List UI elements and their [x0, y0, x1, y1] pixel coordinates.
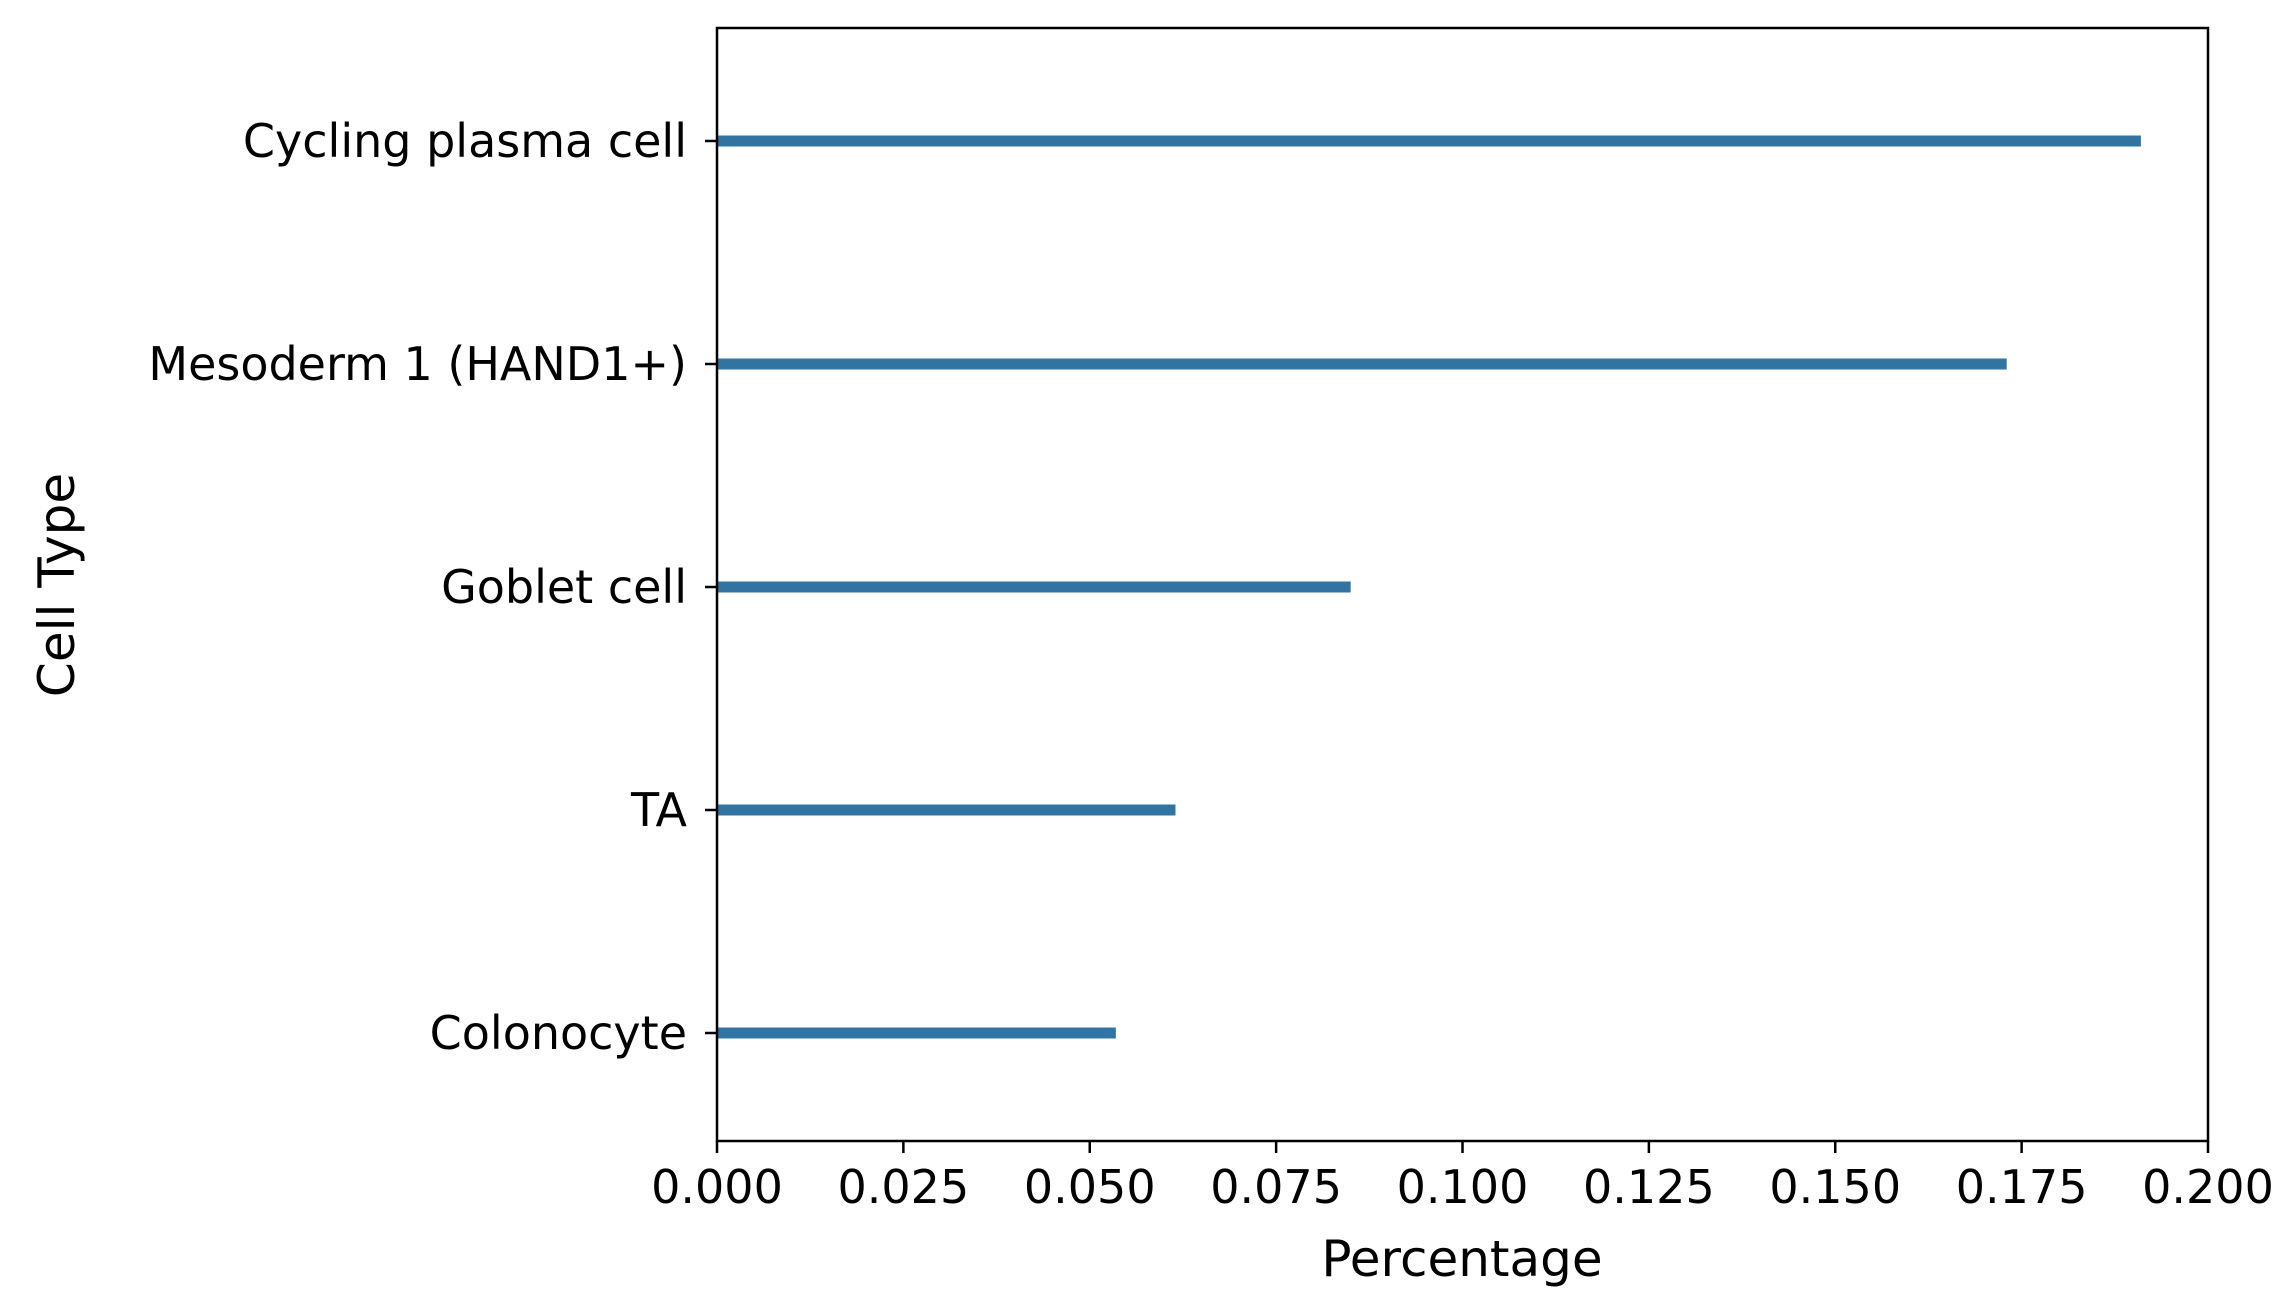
- x-tick-label: 0.075: [1210, 1160, 1342, 1214]
- y-tick-label: TA: [630, 783, 688, 837]
- bar: [717, 135, 2141, 147]
- y-ticks-layer: Cycling plasma cell Mesoderm 1 (HAND1+) Go…: [148, 114, 717, 1060]
- y-axis-title: Cell Type: [28, 473, 86, 697]
- bar: [717, 804, 1176, 816]
- x-tick-label: 0.000: [651, 1160, 783, 1214]
- plot-frame: [715, 26, 2210, 1143]
- y-tick-label: Colonocyte: [430, 1006, 687, 1060]
- x-tick-label: 0.175: [1956, 1160, 2088, 1214]
- x-tick-label: 0.150: [1769, 1160, 1901, 1214]
- x-tick-label: 0.025: [838, 1160, 970, 1214]
- bar: [717, 1027, 1116, 1039]
- x-tick-label: 0.050: [1024, 1160, 1156, 1214]
- y-tick-label: Mesoderm 1 (HAND1+): [148, 337, 687, 391]
- y-tick-label: Cycling plasma cell: [243, 114, 687, 168]
- x-tick-label: 0.200: [2142, 1160, 2274, 1214]
- x-axis-title: Percentage: [1321, 1230, 1602, 1288]
- x-tick-label: 0.100: [1397, 1160, 1529, 1214]
- x-tick-label: 0.125: [1583, 1160, 1715, 1214]
- bar: [717, 581, 1351, 593]
- bar: [717, 358, 2007, 370]
- y-tick-label: Goblet cell: [441, 560, 687, 614]
- x-ticks-layer: 0.000 0.025 0.050 0.075 0.100 0.125 0.150 0.175…: [651, 1141, 2274, 1214]
- bars-layer: [717, 135, 2141, 1039]
